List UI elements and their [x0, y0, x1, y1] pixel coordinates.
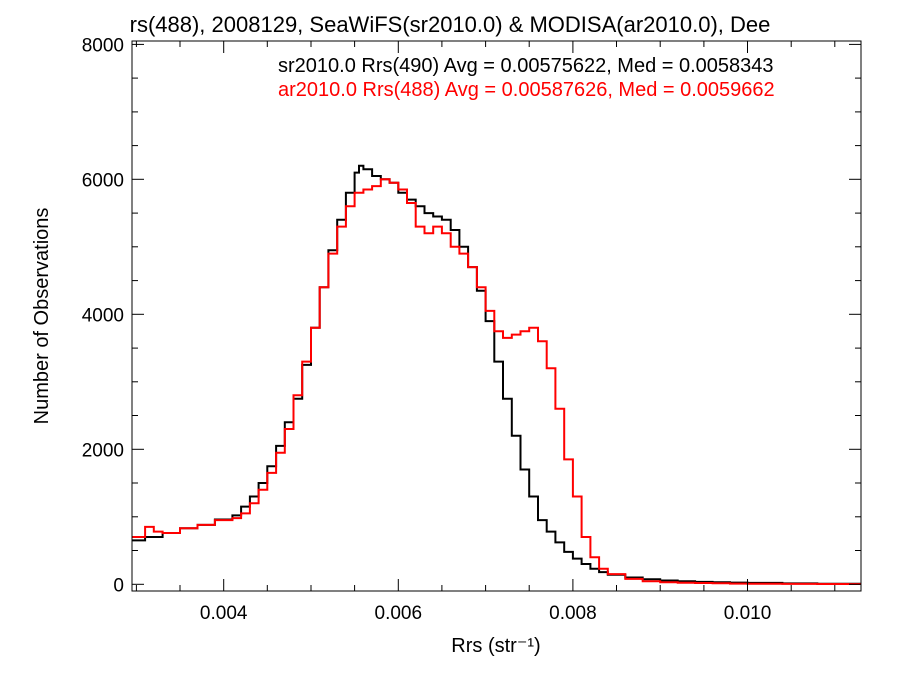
x-tick-label: 0.010: [724, 603, 772, 624]
legend-entry-1: sr2010.0 Rrs(490) Avg = 0.00575622, Med …: [278, 55, 774, 77]
y-tick-label: 8000: [82, 35, 124, 56]
y-tick-label: 4000: [82, 305, 124, 326]
chart-title: rs(488), 2008129, SeaWiFS(sr2010.0) & MO…: [130, 12, 771, 37]
y-tick-label: 2000: [82, 440, 124, 461]
x-tick-label: 0.004: [200, 603, 248, 624]
x-tick-label: 0.006: [375, 603, 423, 624]
series-line-1: [132, 164, 861, 585]
y-axis-label: Number of Observations: [31, 208, 53, 425]
x-axis-label: Rrs (str⁻¹): [451, 635, 540, 657]
plot-frame: [131, 40, 862, 592]
x-tick-label: 0.008: [549, 603, 597, 624]
legend-entry-2: ar2010.0 Rrs(488) Avg = 0.00587626, Med …: [278, 79, 775, 101]
series-line-2: [132, 178, 861, 585]
y-tick-label: 6000: [82, 170, 124, 191]
y-tick-label: 0: [113, 575, 124, 596]
